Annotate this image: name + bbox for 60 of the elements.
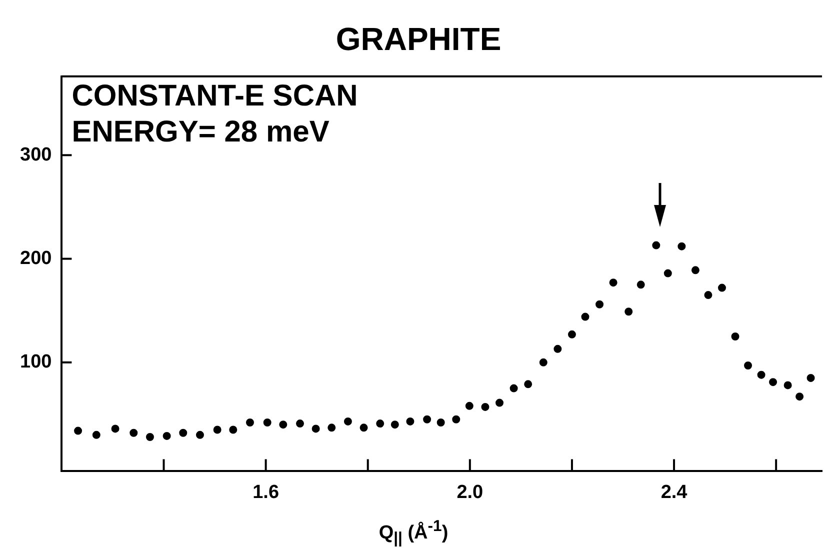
point [146,433,154,442]
point [436,418,445,426]
point [263,418,272,426]
point [609,278,618,287]
point [678,242,686,250]
point [406,417,414,426]
point [481,402,490,411]
point [423,415,432,424]
point [796,392,804,401]
point [74,426,82,435]
x-tick-label: 1.6 [252,482,280,503]
point [246,418,254,426]
point [596,300,604,308]
point [344,417,352,426]
annotation: CONSTANT-E SCAN [72,80,358,113]
x-axis-title: Q$_{||}$ (Å$^{-1}$) [378,518,450,548]
point [390,420,399,429]
point [704,291,712,300]
point [624,308,633,316]
point [229,426,238,434]
point [636,280,645,289]
point [691,266,700,274]
point [162,432,171,440]
point [664,269,672,278]
point [568,330,576,338]
y-tick-label: 200 [20,248,52,270]
point [581,312,590,321]
point [179,428,188,437]
point [111,424,120,433]
point [213,426,222,434]
point [744,362,752,370]
point [279,420,288,429]
annotation: ENERGY= 28 meV [72,116,330,149]
y-tick-label: 300 [20,144,52,166]
point [196,430,204,439]
point [465,402,474,410]
point [296,420,304,428]
point [554,344,562,353]
point [539,358,548,366]
point [652,241,660,250]
x-tick-label: 2.4 [660,482,688,503]
point [806,374,815,382]
point [130,428,138,437]
point [376,420,384,428]
point [718,284,726,292]
x-tick-label: 2.0 [456,482,484,503]
point [312,424,320,433]
point [524,380,532,388]
point [784,381,792,390]
point [92,430,100,439]
point [731,332,740,340]
point [496,398,504,407]
point [769,378,778,386]
chart-title: GRAPHITE [336,21,502,58]
point [452,415,460,424]
y-tick-label: 100 [20,352,52,373]
point [360,424,368,432]
point [328,424,336,432]
point [757,370,766,379]
point [510,384,518,392]
